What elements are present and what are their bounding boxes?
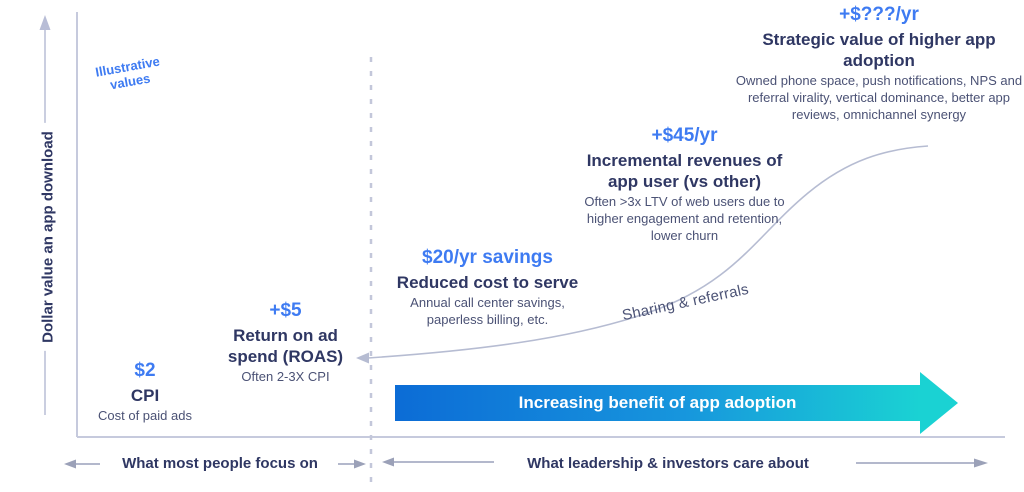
milestone-title: Incremental revenues of app user (vs oth…: [586, 150, 783, 192]
footer-right-section-arrows: [382, 457, 988, 468]
milestone-strategic-value: +$???/yr Strategic value of higher app a…: [730, 4, 1024, 124]
milestone-title: Strategic value of higher app adoption: [762, 29, 996, 71]
milestone-desc: Often >3x LTV of web users due to higher…: [584, 194, 785, 244]
milestone-value: $2: [134, 360, 156, 381]
footer-left-section-arrows: [64, 459, 366, 469]
milestone-roas: +$5 Return on ad spend (ROAS) Often 2-3X…: [213, 300, 358, 386]
increasing-benefit-banner-arrowhead: [920, 372, 958, 434]
milestone-value: +$???/yr: [839, 4, 919, 25]
milestone-desc: Owned phone space, push notifications, N…: [735, 73, 1023, 123]
milestone-title: Return on ad spend (ROAS): [227, 325, 344, 367]
value-s-curve: [356, 145, 929, 364]
milestone-desc: Annual call center savings, paperless bi…: [410, 295, 565, 327]
milestone-cpi: $2 CPI Cost of paid ads: [85, 360, 205, 425]
footer-left-section-label: What most people focus on: [122, 455, 318, 472]
milestone-cost-to-serve: $20/yr savings Reduced cost to serve Ann…: [385, 247, 590, 329]
milestone-incremental-revenues: +$45/yr Incremental revenues of app user…: [572, 125, 797, 245]
milestone-value: $20/yr savings: [422, 247, 553, 268]
milestone-value: +$45/yr: [651, 125, 718, 146]
milestone-desc: Often 2-3X CPI: [241, 369, 330, 385]
milestone-title: Reduced cost to serve: [396, 272, 579, 292]
milestone-desc: Cost of paid ads: [98, 408, 192, 424]
footer-right-section-label: What leadership & investors care about: [527, 455, 809, 472]
milestone-title: CPI: [130, 385, 160, 405]
increasing-benefit-banner: Increasing benefit of app adoption: [395, 385, 920, 421]
y-axis-label: Dollar value an app download: [36, 123, 60, 351]
milestone-value: +$5: [269, 300, 302, 321]
